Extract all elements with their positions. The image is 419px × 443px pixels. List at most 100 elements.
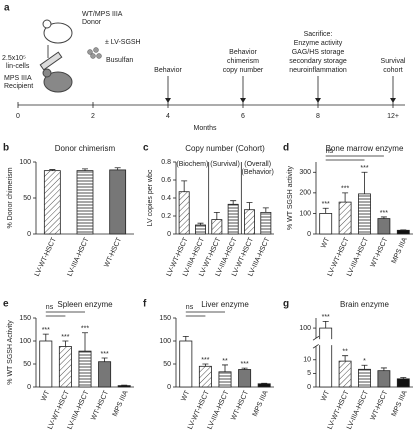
axis-break: [312, 335, 320, 341]
panel-label: g: [283, 299, 289, 310]
event-text: copy number: [223, 67, 264, 74]
chart-title: Copy number (Cohort): [185, 144, 265, 153]
y-tick-label: 0: [307, 384, 311, 391]
error-bar: [202, 363, 209, 367]
error-bar: [101, 357, 108, 362]
y-tick-label: 0: [307, 231, 311, 238]
significance: ***: [241, 361, 249, 368]
error-bar: [62, 340, 69, 347]
y-tick-label: 50: [23, 361, 31, 368]
significance: ***: [81, 326, 89, 333]
arrow-head: [390, 98, 396, 103]
significance: **: [222, 358, 228, 365]
x-tick-label: WT: [320, 389, 331, 402]
event-text: Enzyme activity: [294, 40, 343, 47]
virus: [87, 47, 102, 59]
event-text: chimerism: [227, 58, 259, 65]
x-tick-label: MPS IIIA: [252, 389, 270, 417]
mouse-ear: [42, 68, 52, 78]
error-bar: [230, 200, 237, 205]
y-tick-label: 0.4: [161, 195, 171, 202]
bar: [76, 170, 94, 235]
error-bar: [322, 207, 329, 214]
panel-label: f: [143, 299, 147, 310]
event-text: Behavior: [229, 49, 257, 56]
comparison-label: ns: [326, 148, 334, 155]
timeline-tick-label: 4: [166, 113, 170, 120]
error-bar: [380, 216, 387, 219]
comparison-label: ns: [186, 304, 194, 311]
chart-title: Brain enzyme: [340, 300, 389, 309]
x-tick-label: WT: [320, 236, 331, 249]
error-bar: [322, 320, 329, 329]
event-text: secondary storage: [289, 58, 347, 65]
y-axis-label: LV copies per wbc: [147, 169, 154, 226]
error-bar: [361, 171, 368, 194]
panel-label: a: [4, 3, 10, 14]
significance: ***: [101, 351, 109, 358]
timeline-tick-label: 0: [16, 113, 20, 120]
y-tick-label: 0: [27, 231, 31, 238]
bar: [338, 360, 352, 388]
group-label: (Survival): [210, 161, 240, 168]
bar: [244, 209, 255, 235]
significance: ***: [360, 165, 368, 172]
y-tick-label: 200: [299, 190, 311, 197]
bar: [396, 229, 410, 235]
bar: [358, 193, 371, 235]
bar: [319, 213, 333, 235]
significance: ***: [380, 210, 388, 217]
chart-title: Liver enzyme: [201, 300, 249, 309]
y-tick-label: 50: [23, 195, 31, 202]
significance: ***: [61, 334, 69, 341]
error-bar: [82, 332, 88, 352]
timeline-tick-label: 6: [241, 113, 245, 120]
y-tick-label: 150: [159, 315, 171, 322]
error-bar: [49, 169, 56, 171]
x-tick-label: LV-IIIA-HSCT: [346, 236, 370, 278]
group-label: (Biochem): [176, 161, 208, 168]
y-tick-label: 100: [299, 325, 311, 332]
y-axis-label: % WT SGSH Activity: [7, 320, 14, 385]
arrow-head: [165, 98, 171, 103]
x-tick-label: LV-WT-HSCT: [34, 236, 58, 278]
panel-a: a WT/MPS IIIA Donor 2.5x10⁵ lin-cells ± …: [2, 3, 217, 132]
error-bar: [42, 333, 49, 341]
chart-title: Spleen enzyme: [57, 300, 113, 309]
x-tick-label: WT-HSCT: [370, 389, 390, 422]
bar: [178, 191, 190, 235]
x-tick-label: WT: [180, 389, 191, 402]
bar: [396, 378, 410, 388]
bar: [257, 383, 271, 388]
x-tick-label: LV-IIIA-HSCT: [346, 389, 370, 431]
x-axis-label: Months: [194, 125, 217, 132]
significance: ***: [322, 314, 330, 321]
bar: [319, 327, 333, 388]
conditioning-text: Busulfan: [106, 57, 133, 64]
x-tick-label: MPS IIIA: [112, 389, 130, 417]
recipient-text: Recipient: [4, 83, 33, 90]
event-text: Sacrifice:: [304, 31, 333, 38]
event-text: GAG/HS storage: [292, 49, 345, 56]
y-tick-label: 0: [27, 384, 31, 391]
y-tick-label: 0.8: [161, 159, 171, 166]
x-tick-label: WT-HSCT: [370, 236, 390, 269]
y-tick-label: 100: [299, 210, 311, 217]
vector-text: ± LV-SGSH: [105, 39, 141, 46]
group-label: (Overall): [244, 161, 271, 168]
panel-label: d: [283, 143, 289, 154]
y-tick-label: 50: [163, 361, 171, 368]
significance: ***: [201, 357, 209, 364]
error-bar: [114, 167, 121, 170]
break-gap: [318, 339, 333, 346]
x-tick-label: LV-IIIA-HSCT: [66, 389, 90, 431]
bar: [198, 365, 212, 388]
recipient-mouse: [43, 71, 73, 93]
y-tick-label: 100: [159, 338, 171, 345]
donor-text: WT/MPS IIIA: [82, 11, 123, 18]
bar: [238, 369, 252, 388]
event-text: Survival: [381, 58, 406, 65]
x-tick-label: WT-HSCT: [90, 389, 110, 422]
recipient-text: MPS IIIA: [4, 75, 32, 82]
